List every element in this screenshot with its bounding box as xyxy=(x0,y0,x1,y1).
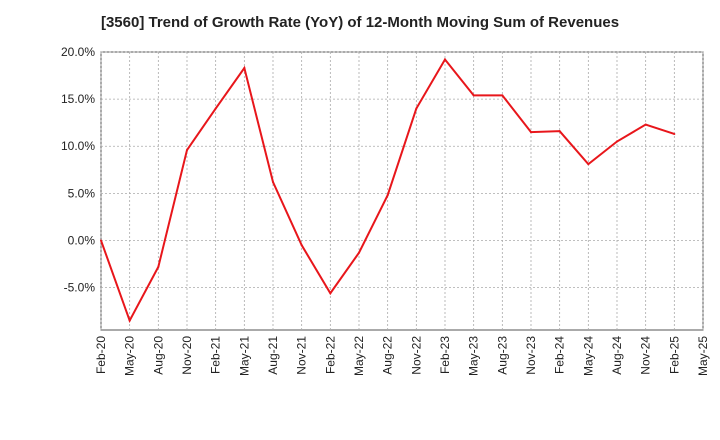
y-tick-label: 0.0% xyxy=(68,233,96,247)
x-tick-label: Aug-23 xyxy=(495,336,509,375)
x-tick-label: May-20 xyxy=(123,336,137,376)
x-tick-label: Nov-20 xyxy=(180,336,194,375)
data-point xyxy=(186,149,188,152)
y-tick-label: 15.0% xyxy=(61,92,95,106)
data-point xyxy=(214,107,217,110)
data-point xyxy=(616,140,618,143)
data-point xyxy=(358,251,360,254)
data-point xyxy=(415,107,418,110)
x-tick-label: May-25 xyxy=(696,336,710,376)
x-tick-label: Nov-23 xyxy=(524,336,538,375)
data-point xyxy=(100,239,102,242)
x-tick-label: Nov-21 xyxy=(295,336,309,375)
x-tick-label: May-23 xyxy=(467,336,481,376)
y-tick-label: 5.0% xyxy=(68,186,96,200)
x-tick-label: Feb-25 xyxy=(667,336,681,374)
data-point xyxy=(587,163,590,166)
x-tick-label: Aug-24 xyxy=(610,336,624,375)
data-point xyxy=(558,130,561,133)
data-point xyxy=(128,319,131,322)
data-point xyxy=(272,181,274,184)
data-point xyxy=(157,265,160,268)
y-tick-label: -5.0% xyxy=(64,281,96,295)
plot-area xyxy=(100,51,704,331)
data-point xyxy=(386,194,389,197)
chart-title: [3560] Trend of Growth Rate (YoY) of 12-… xyxy=(100,14,620,31)
data-point xyxy=(501,94,504,97)
data-point xyxy=(444,58,446,61)
data-point xyxy=(243,67,246,70)
x-tick-label: Aug-22 xyxy=(381,336,395,375)
x-tick-label: Feb-22 xyxy=(323,336,337,374)
x-tick-label: Feb-20 xyxy=(94,336,108,374)
x-tick-label: Aug-20 xyxy=(151,336,165,375)
x-tick-label: May-22 xyxy=(352,336,366,376)
x-tick-label: Feb-23 xyxy=(438,336,452,374)
y-tick-label: 10.0% xyxy=(61,139,95,153)
data-point xyxy=(300,244,303,247)
x-tick-label: Feb-24 xyxy=(553,336,567,374)
x-tick-label: May-21 xyxy=(237,336,251,376)
x-tick-label: Feb-21 xyxy=(209,336,223,374)
y-tick-label: 20.0% xyxy=(61,45,95,59)
data-point xyxy=(673,132,676,135)
x-tick-label: Nov-24 xyxy=(639,336,653,375)
x-tick-label: Aug-21 xyxy=(266,336,280,375)
x-tick-label: Nov-22 xyxy=(409,336,423,375)
data-point xyxy=(530,131,532,134)
data-point xyxy=(472,94,475,97)
data-point xyxy=(329,292,332,295)
data-point xyxy=(644,123,647,126)
x-tick-label: May-24 xyxy=(581,336,595,376)
